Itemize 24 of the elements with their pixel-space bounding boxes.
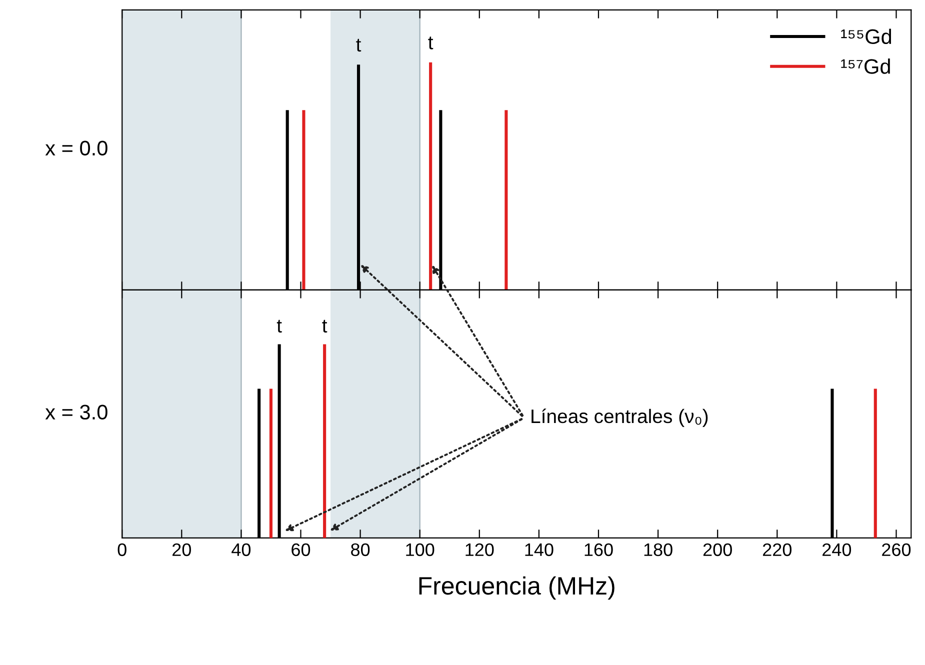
x-tick-label: 120 <box>466 543 494 556</box>
x-axis-title: Frecuencia (MHz) <box>419 576 614 600</box>
x-tick-label: 260 <box>882 543 911 556</box>
text: t <box>428 36 434 50</box>
x-tick-label: 220 <box>762 543 792 556</box>
y-axis-title: x = 3.0 <box>45 404 108 420</box>
x-tick-label: 100 <box>406 543 434 556</box>
legend-label: ¹⁵⁷Gd <box>841 58 890 74</box>
x-tick-label: 180 <box>644 543 672 556</box>
x-tick-label: 40 <box>232 543 251 556</box>
x-tick-label: 0 <box>118 543 126 556</box>
x-tick-label: 160 <box>584 543 613 556</box>
x-tick-label: 140 <box>525 543 554 556</box>
text: t <box>276 320 282 333</box>
x-tick-label: 60 <box>292 543 310 556</box>
x-tick-label: 240 <box>822 543 852 556</box>
y-axis-title: x = 0.0 <box>45 140 108 156</box>
text: t <box>322 320 328 333</box>
annotation: Líneas centrales (ν₀) <box>532 408 708 427</box>
text: t <box>356 38 362 52</box>
legend-label: ¹⁵⁵Gd <box>841 28 892 44</box>
x-tick-label: 200 <box>703 543 732 556</box>
x-tick-label: 20 <box>172 543 191 556</box>
x-tick-label: 80 <box>351 543 370 556</box>
